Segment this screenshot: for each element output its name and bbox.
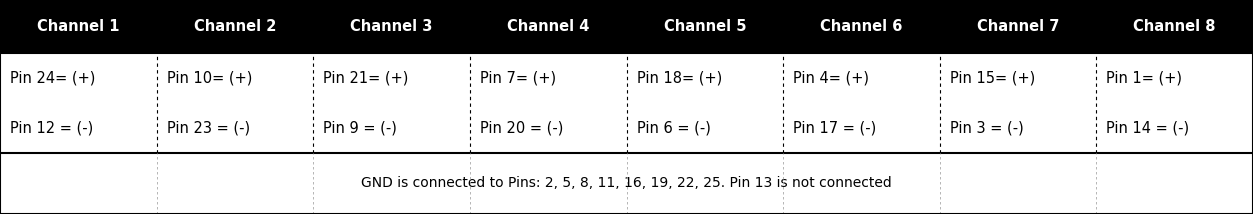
Bar (940, 103, 1096, 153)
Text: Channel 1: Channel 1 (38, 19, 119, 34)
Bar (157, 103, 313, 153)
Text: Pin 20 = (-): Pin 20 = (-) (480, 120, 564, 135)
Text: Pin 17 = (-): Pin 17 = (-) (793, 120, 876, 135)
Text: Channel 2: Channel 2 (194, 19, 276, 34)
Bar (0, 53, 157, 103)
Bar (626, 53, 783, 103)
Text: Channel 3: Channel 3 (351, 19, 432, 34)
Bar (0, 153, 1253, 214)
Bar (470, 53, 626, 103)
Bar (0, 0, 1253, 53)
Text: Pin 18= (+): Pin 18= (+) (637, 70, 722, 85)
Text: Pin 10= (+): Pin 10= (+) (167, 70, 252, 85)
Text: Pin 3 = (-): Pin 3 = (-) (950, 120, 1024, 135)
Bar (313, 53, 470, 103)
Text: GND is connected to Pins: 2, 5, 8, 11, 16, 19, 22, 25. Pin 13 is not connected: GND is connected to Pins: 2, 5, 8, 11, 1… (361, 176, 892, 190)
Bar (940, 53, 1096, 103)
Bar (783, 53, 940, 103)
Text: Pin 21= (+): Pin 21= (+) (323, 70, 408, 85)
Text: Channel 6: Channel 6 (821, 19, 902, 34)
Text: Pin 12 = (-): Pin 12 = (-) (10, 120, 93, 135)
Bar (783, 103, 940, 153)
Bar (313, 103, 470, 153)
Text: Pin 4= (+): Pin 4= (+) (793, 70, 870, 85)
Text: Channel 7: Channel 7 (977, 19, 1059, 34)
Text: Pin 9 = (-): Pin 9 = (-) (323, 120, 397, 135)
Bar (0, 103, 157, 153)
Text: Pin 7= (+): Pin 7= (+) (480, 70, 556, 85)
Text: Channel 4: Channel 4 (507, 19, 589, 34)
Text: Channel 8: Channel 8 (1134, 19, 1215, 34)
Bar (1096, 53, 1253, 103)
Text: Pin 24= (+): Pin 24= (+) (10, 70, 95, 85)
Bar (626, 103, 783, 153)
Text: Pin 1= (+): Pin 1= (+) (1106, 70, 1183, 85)
Bar (470, 103, 626, 153)
Text: Pin 15= (+): Pin 15= (+) (950, 70, 1035, 85)
Bar (1096, 103, 1253, 153)
Bar (157, 53, 313, 103)
Text: Pin 6 = (-): Pin 6 = (-) (637, 120, 710, 135)
Text: Pin 23 = (-): Pin 23 = (-) (167, 120, 249, 135)
Text: Channel 5: Channel 5 (664, 19, 746, 34)
Text: Pin 14 = (-): Pin 14 = (-) (1106, 120, 1189, 135)
